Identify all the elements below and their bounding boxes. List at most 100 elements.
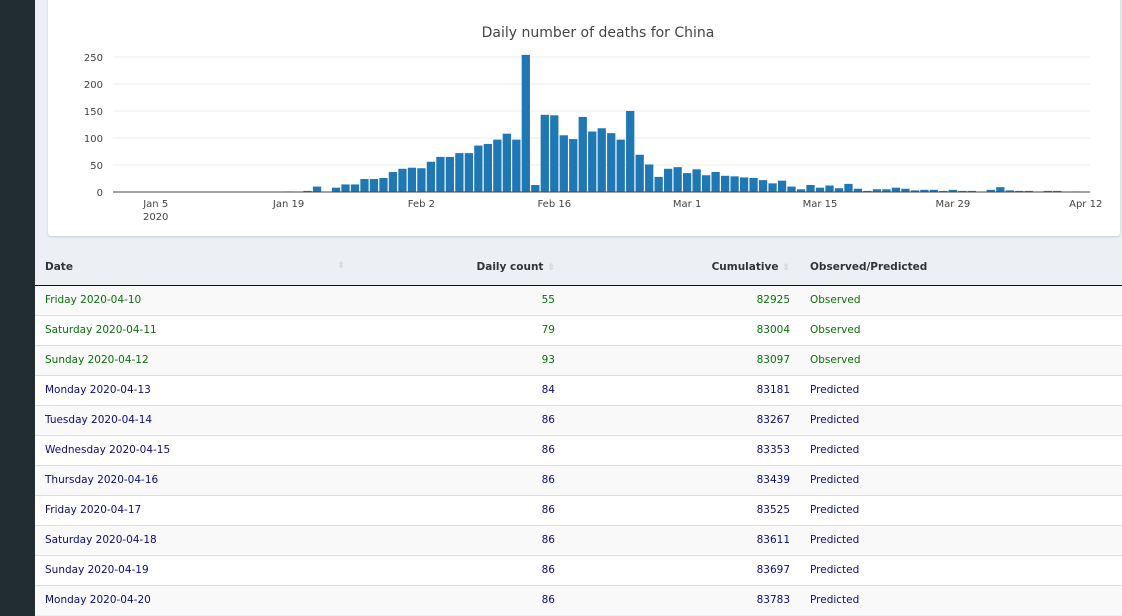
x-tick-year: 2020 [143, 212, 168, 223]
bar[interactable] [929, 189, 939, 192]
bar[interactable] [303, 190, 312, 192]
bar[interactable] [616, 139, 625, 192]
bar[interactable] [502, 133, 511, 192]
bar[interactable] [483, 143, 492, 192]
cell-daily: 86 [355, 404, 565, 435]
bar[interactable] [654, 176, 663, 192]
bar[interactable] [1005, 190, 1014, 192]
bar[interactable] [407, 167, 417, 192]
bar[interactable] [673, 167, 682, 192]
bar[interactable] [958, 190, 967, 192]
bar[interactable] [720, 175, 730, 192]
bar[interactable] [787, 186, 796, 192]
bar[interactable] [1024, 190, 1033, 192]
bar[interactable] [493, 139, 502, 192]
bar[interactable] [626, 111, 635, 192]
bar[interactable] [853, 188, 863, 192]
bar[interactable] [664, 168, 673, 192]
bar[interactable] [825, 185, 834, 192]
cell-date: Saturday 2020-04-18 [35, 524, 355, 555]
bar[interactable] [379, 177, 388, 192]
col-status[interactable]: Observed/Predicted [800, 250, 1122, 286]
bar[interactable] [1053, 190, 1062, 192]
bar[interactable] [559, 135, 568, 192]
bar[interactable] [398, 168, 407, 192]
bar[interactable] [891, 187, 901, 192]
bar[interactable] [996, 187, 1005, 192]
bar[interactable] [331, 187, 341, 192]
bar[interactable] [350, 184, 360, 192]
bar[interactable] [683, 173, 692, 192]
bar[interactable] [569, 139, 578, 192]
bar[interactable] [939, 190, 948, 192]
bar[interactable] [910, 190, 920, 192]
bar[interactable] [474, 145, 483, 192]
bar[interactable] [436, 156, 445, 192]
bar[interactable] [417, 168, 426, 192]
deaths-bar-chart[interactable]: Daily number of deaths for China 0 50 100 1… [48, 0, 1120, 236]
bar[interactable] [844, 183, 853, 192]
cell-cumulative: 83353 [565, 434, 800, 465]
cell-daily: 84 [355, 374, 565, 405]
bar[interactable] [777, 180, 787, 192]
bar[interactable] [607, 133, 616, 192]
bar[interactable] [426, 161, 436, 192]
bar[interactable] [863, 190, 872, 192]
sort-icon[interactable]: ⇳ [547, 263, 555, 274]
cell-status: Observed [800, 284, 1122, 315]
bar[interactable] [360, 179, 369, 192]
bar[interactable] [445, 156, 455, 192]
bar[interactable] [986, 189, 995, 192]
bar[interactable] [815, 187, 825, 192]
bar[interactable] [882, 189, 891, 192]
bar[interactable] [948, 189, 958, 192]
x-tick-label: Mar 15 [803, 199, 838, 210]
bar[interactable] [540, 114, 549, 192]
bar[interactable] [531, 184, 540, 192]
sort-icon[interactable]: ⇳ [337, 261, 345, 272]
bar[interactable] [806, 184, 815, 192]
table-row: Sunday 2020-04-12 93 83097 Observed [35, 344, 1122, 375]
sort-icon[interactable]: ⇳ [782, 263, 790, 274]
bar[interactable] [872, 189, 882, 192]
bar[interactable] [834, 188, 844, 192]
cell-status: Predicted [800, 464, 1122, 495]
col-cumulative[interactable]: Cumulative ⇳ [565, 250, 800, 286]
bar[interactable] [758, 180, 768, 192]
bar[interactable] [901, 188, 910, 192]
bar[interactable] [550, 115, 559, 192]
bar[interactable] [369, 179, 379, 192]
bar[interactable] [711, 172, 720, 192]
bar[interactable] [512, 139, 521, 192]
col-date[interactable]: Date ⇳ [35, 250, 355, 286]
cell-date: Monday 2020-04-13 [35, 374, 355, 405]
bar[interactable] [967, 190, 976, 192]
bar[interactable] [749, 177, 758, 192]
bar[interactable] [645, 164, 654, 192]
cell-daily: 86 [355, 554, 565, 585]
bar[interactable] [1015, 190, 1024, 192]
bar[interactable] [635, 154, 644, 192]
bar[interactable] [388, 172, 398, 192]
bar[interactable] [588, 131, 597, 192]
bar[interactable] [455, 153, 464, 192]
bar[interactable] [341, 184, 350, 192]
bar[interactable] [312, 186, 322, 192]
col-status-label: Observed/Predicted [810, 261, 928, 274]
col-daily[interactable]: Daily count ⇳ [355, 250, 565, 286]
bar[interactable] [464, 153, 474, 192]
bar[interactable] [730, 176, 739, 192]
forecast-table: Date ⇳ Daily count ⇳ Cumulative ⇳ Observed/… [35, 250, 1122, 615]
bar[interactable] [739, 177, 749, 192]
bar[interactable] [1043, 190, 1052, 192]
bar[interactable] [521, 54, 530, 193]
y-tick-label: 50 [90, 161, 103, 172]
bar[interactable] [920, 189, 929, 192]
bar[interactable] [578, 116, 587, 192]
bar[interactable] [597, 128, 606, 192]
cell-date: Monday 2020-04-20 [35, 584, 355, 615]
bar[interactable] [768, 183, 777, 192]
bar[interactable] [701, 175, 711, 192]
bar[interactable] [796, 189, 806, 192]
bar[interactable] [692, 169, 701, 192]
